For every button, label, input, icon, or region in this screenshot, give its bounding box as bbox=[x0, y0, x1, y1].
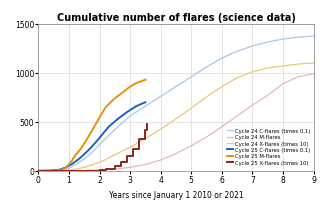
Title: Cumulative number of flares (science data): Cumulative number of flares (science dat… bbox=[57, 13, 295, 23]
Legend: Cycle 24 C-flares (times 0.1), Cycle 24 M-flares, Cycle 24 X-flares (times 10), : Cycle 24 C-flares (times 0.1), Cycle 24 … bbox=[227, 128, 311, 165]
X-axis label: Years since January 1 2010 or 2021: Years since January 1 2010 or 2021 bbox=[109, 190, 243, 199]
